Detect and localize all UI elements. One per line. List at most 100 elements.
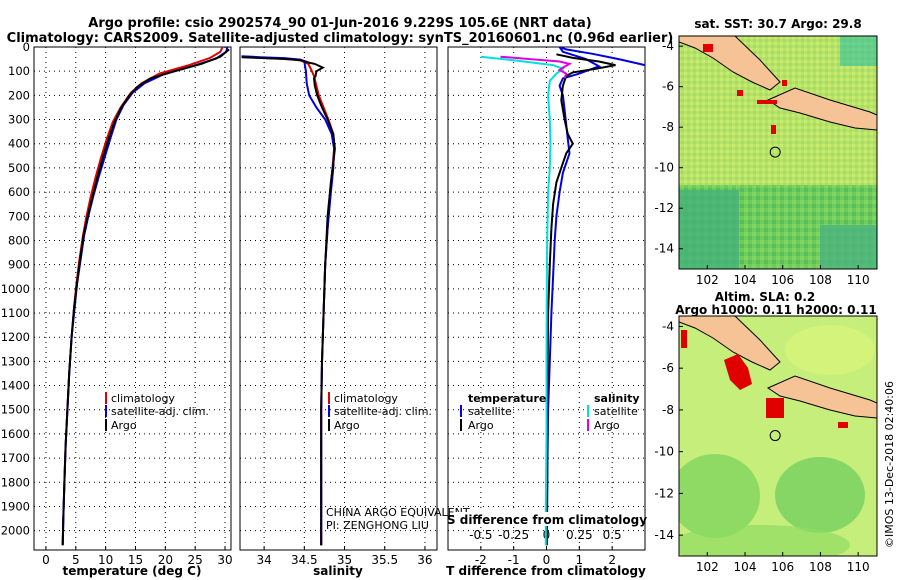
- depth-tick-label: 700: [8, 209, 30, 223]
- argo-location-marker: [769, 430, 781, 442]
- sla-map-panel: Altim. SLA: 0.2 Argo h1000: 0.11 h2000: …: [654, 290, 878, 574]
- map-y-tick-label: -10: [654, 161, 674, 175]
- salinity-panel: 34 34.5 35 35.5 36 salinity climatology sate…: [239, 46, 470, 578]
- t-difference-axis-ticks: -2 -1 0 1 2: [475, 546, 616, 567]
- argo-location-marker: [769, 146, 781, 158]
- sla-red-area: [838, 422, 848, 428]
- series-line-s-argo: [500, 55, 573, 79]
- legend-label-argo: Argo: [111, 419, 137, 432]
- map-x-tick-label: 102: [696, 560, 719, 574]
- title-line-2: Climatology: CARS2009. Satellite-adjuste…: [7, 31, 674, 46]
- sla-light-blob: [785, 325, 875, 375]
- sla-red-area: [766, 398, 784, 418]
- depth-tick-label: 1100: [1, 306, 30, 320]
- x-tick-label: -1: [508, 553, 520, 567]
- legend-title-salinity: salinity: [594, 392, 640, 405]
- s-difference-label-bg: [455, 512, 640, 526]
- salinity-legend: climatology satellite-adj. clim. Argo: [328, 392, 432, 432]
- sla-red-area: [681, 330, 687, 348]
- x-tick-label: 30: [217, 553, 232, 567]
- salinity-series: [241, 55, 336, 546]
- sst-map-frame: [678, 35, 878, 270]
- legend-label-t-satellite: satellite: [468, 405, 512, 418]
- sst-map-title: sat. SST: 30.7 Argo: 29.8: [694, 17, 861, 31]
- depth-tick-label: 1200: [1, 330, 30, 344]
- sst-blue-patch-2: [820, 225, 877, 269]
- temperature-panel: 0100200300400500600700800900100011001200…: [1, 40, 233, 578]
- depth-tick-label: 500: [8, 161, 30, 175]
- s-difference-tick-label: 0.5: [603, 528, 622, 542]
- temperature-legend: climatology satellite-adj. clim. Argo: [105, 392, 209, 432]
- annotation-line-2: PI: ZENGHONG LIU: [326, 519, 429, 532]
- salinity-grid: [240, 46, 437, 550]
- depth-tick-label: 2000: [1, 524, 30, 538]
- difference-panel: -2 -1 0 1 2 -0.5 -0.25 0 0.25 0.5 T difference f…: [446, 46, 647, 578]
- x-tick-label: -2: [475, 553, 487, 567]
- x-tick-label: 34.5: [291, 553, 318, 567]
- depth-tick-label: 300: [8, 113, 30, 127]
- depth-tick-label: 0: [23, 40, 30, 54]
- sst-green-patch: [840, 36, 877, 66]
- map-x-tick-label: 104: [734, 560, 757, 574]
- map-x-tick-label: 106: [771, 560, 794, 574]
- map-x-tick-label: 108: [809, 560, 832, 574]
- map-y-tick-label: -12: [654, 486, 674, 500]
- legend-label-satellite: satellite-adj. clim.: [334, 405, 432, 418]
- difference-legend: temperature satellite Argo salinity sate…: [460, 392, 640, 432]
- map-y-tick-label: -4: [662, 39, 674, 53]
- sst-red-cell: [703, 44, 713, 52]
- x-tick-label: 10: [98, 553, 113, 567]
- map-x-tick-label: 110: [847, 560, 870, 574]
- series-line-climatology: [61, 47, 224, 546]
- legend-label-climatology: climatology: [111, 392, 175, 405]
- s-difference-tick-label: -0.5: [469, 528, 492, 542]
- salinity-xlabel: salinity: [313, 564, 363, 578]
- map-x-tick-label: 108: [809, 273, 832, 287]
- sla-map-frame: [678, 315, 878, 557]
- sst-red-cell: [782, 80, 787, 86]
- map-y-tick-label: -14: [654, 528, 674, 542]
- depth-tick-label: 1700: [1, 451, 30, 465]
- sst-map-axis-labels: 102 104 106 108 110 -4 -6 -8 -10 -12 -14: [654, 39, 869, 287]
- x-tick-label: 1: [576, 553, 584, 567]
- legend-label-s-satellite: satellite: [594, 405, 638, 418]
- sst-map-field: [679, 36, 877, 269]
- x-tick-label: 5: [72, 553, 80, 567]
- imos-credit: ©IMOS 13-Dec-2018 02:40:06: [883, 381, 896, 548]
- map-y-tick-label: -8: [662, 120, 674, 134]
- sst-red-cell: [771, 125, 776, 134]
- depth-tick-label: 1000: [1, 282, 30, 296]
- x-tick-label: 15: [128, 553, 143, 567]
- legend-label-climatology: climatology: [334, 392, 398, 405]
- map-x-tick-label: 110: [847, 273, 870, 287]
- x-tick-label: 35: [337, 553, 352, 567]
- sla-map-subtitle: Argo h1000: 0.11 h2000: 0.11: [675, 303, 876, 317]
- java-land: [766, 87, 877, 131]
- legend-label-argo: Argo: [334, 419, 360, 432]
- sla-green-blob: [679, 525, 850, 556]
- depth-tick-label: 600: [8, 185, 30, 199]
- temperature-series: [61, 47, 230, 546]
- x-tick-label: 34: [256, 553, 271, 567]
- map-y-tick-label: -4: [662, 319, 674, 333]
- difference-series: [480, 47, 645, 546]
- depth-tick-label: 1300: [1, 354, 30, 368]
- legend-title-temperature: temperature: [468, 392, 546, 405]
- depth-tick-label: 1400: [1, 379, 30, 393]
- map-y-tick-label: -6: [662, 361, 674, 375]
- legend-label-t-argo: Argo: [468, 419, 494, 432]
- sst-red-cell: [757, 100, 777, 104]
- series-line-argo: [241, 56, 336, 546]
- t-difference-xlabel: T difference from climatology: [446, 564, 646, 578]
- series-line-t-argo: [545, 53, 616, 546]
- depth-tick-label: 1800: [1, 475, 30, 489]
- temperature-xlabel: temperature (deg C): [63, 564, 202, 578]
- s-difference-tick-label: -0.25: [498, 528, 529, 542]
- temperature-plot-frame: [33, 46, 232, 551]
- map-y-tick-label: -10: [654, 445, 674, 459]
- legend-label-s-argo: Argo: [594, 419, 620, 432]
- legend-label-satellite: satellite-adj. clim.: [111, 405, 209, 418]
- sst-map-panel: sat. SST: 30.7 Argo: 29.8 102 104 106 108 11…: [654, 17, 878, 287]
- series-line-satellite-adj-clim-: [61, 47, 229, 546]
